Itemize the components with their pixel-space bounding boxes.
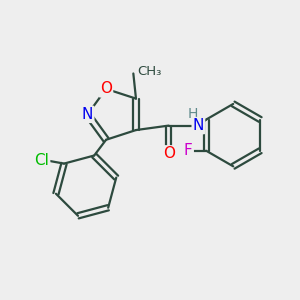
Text: CH₃: CH₃: [137, 65, 161, 79]
Text: O: O: [163, 146, 175, 161]
Text: F: F: [184, 143, 193, 158]
Text: Cl: Cl: [34, 153, 49, 168]
Text: N: N: [193, 118, 204, 133]
Text: H: H: [188, 107, 198, 121]
Text: N: N: [82, 107, 93, 122]
Text: O: O: [100, 81, 112, 96]
